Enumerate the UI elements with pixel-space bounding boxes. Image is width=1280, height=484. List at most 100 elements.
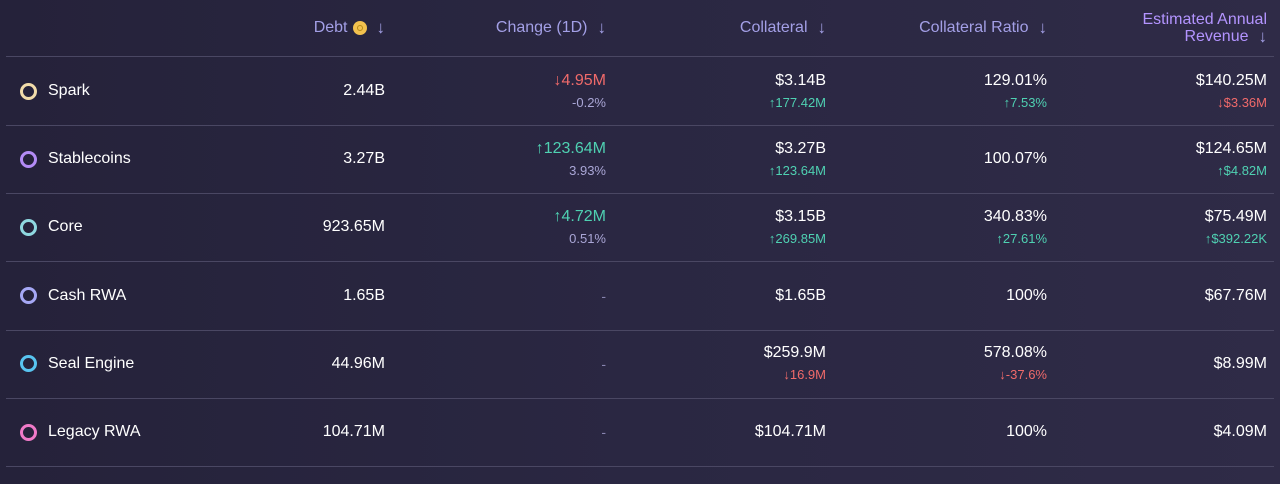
debt-cell: 2.44B <box>343 57 385 125</box>
collateral-value: $104.71M <box>754 423 826 440</box>
table-row[interactable]: Spark 2.44B ↓4.95M -0.2% $3.14B ↑177.42M 129.0… <box>6 57 1274 126</box>
sort-arrow-icon: ↓ <box>1258 27 1268 46</box>
vault-name: Spark <box>48 82 90 99</box>
revenue-value: $124.65M <box>1195 139 1267 157</box>
collateral-cell: $3.27B ↑123.64M <box>769 125 826 193</box>
debt-header-label: Debt <box>313 19 348 36</box>
debt-value: 44.96M <box>331 354 385 372</box>
collateral-value: $1.65B <box>775 286 826 304</box>
collateral-change: ↑123.64M <box>768 162 826 178</box>
debt-value: 923.65M <box>322 218 385 236</box>
sort-debt-header[interactable]: Debt ↓ <box>314 0 385 56</box>
vault-name-cell: Spark <box>20 57 90 125</box>
change-cell: - <box>601 330 606 398</box>
collateral-ratio-value: 129.01% <box>983 71 1047 89</box>
collateral-value: $3.27B <box>775 139 826 157</box>
table-row[interactable]: Seal Engine 44.96M - $259.9M ↓16.9M 578.08% ↓-… <box>6 330 1274 399</box>
change-value: ↑123.64M <box>535 139 606 157</box>
vault-ring-icon <box>20 218 37 236</box>
debt-cell: 44.96M <box>332 330 385 398</box>
revenue-cell: $140.25M ↓$3.36M <box>1196 57 1267 125</box>
vault-name: Cash RWA <box>48 286 127 304</box>
revenue-cell: $75.49M ↑$392.22K <box>1205 193 1267 261</box>
debt-value: 1.65B <box>343 286 385 304</box>
revenue-header-line2: Revenue <box>1184 28 1249 45</box>
collateral-change: ↑269.85M <box>768 230 826 246</box>
revenue-value: $140.25M <box>1195 71 1267 89</box>
revenue-cell: $8.99M <box>1214 330 1267 398</box>
table-row[interactable]: Stablecoins 3.27B ↑123.64M 3.93% $3.27B ↑123.… <box>6 125 1274 195</box>
revenue-change: ↑$392.22K <box>1204 230 1267 246</box>
sort-collateral-header[interactable]: Collateral ↓ <box>740 0 826 56</box>
revenue-value: $67.76M <box>1204 286 1267 304</box>
revenue-change: ↑$4.82M <box>1217 162 1267 178</box>
collateral-ratio-value: 100% <box>1006 286 1047 304</box>
revenue-header-line1: Estimated Annual <box>1142 11 1267 28</box>
collateral-value: $3.14B <box>775 71 826 89</box>
collateral-change: ↑177.42M <box>768 94 826 110</box>
table-row[interactable]: Legacy RWA 104.71M - $104.71M 100% $4.09M <box>6 398 1274 467</box>
change-percent: 0.51% <box>569 230 606 246</box>
table-row[interactable]: Core 923.65M ↑4.72M 0.51% $3.15B ↑269.85M 340.… <box>6 193 1274 263</box>
revenue-change: ↓$3.36M <box>1217 94 1267 110</box>
debt-cell: 104.71M <box>323 398 385 466</box>
vault-name: Stablecoins <box>48 150 131 168</box>
revenue-cell: $4.09M <box>1214 398 1267 466</box>
sort-arrow-icon: ↓ <box>817 18 827 37</box>
collateral-cell: $3.15B ↑269.85M <box>769 193 826 261</box>
collateral-cell: $104.71M <box>755 398 826 466</box>
collateral-ratio-header-label: Collateral Ratio <box>919 19 1029 36</box>
collateral-cell: $1.65B <box>775 262 826 330</box>
debt-cell: 923.65M <box>323 193 385 261</box>
collateral-ratio-change: ↓-37.6% <box>999 367 1047 383</box>
collateral-value: $3.15B <box>775 207 826 225</box>
collateral-ratio-value: 100.07% <box>983 150 1047 168</box>
sort-change-header[interactable]: Change (1D) ↓ <box>496 0 606 56</box>
change-empty: - <box>601 424 606 440</box>
collateral-ratio-change: ↑7.53% <box>1003 94 1047 110</box>
revenue-cell: $124.65M ↑$4.82M <box>1196 125 1267 193</box>
vault-name-cell: Seal Engine <box>20 330 134 398</box>
vault-name-cell: Stablecoins <box>20 125 131 193</box>
debt-value: 2.44B <box>343 82 385 99</box>
change-cell: ↓4.95M -0.2% <box>554 57 606 125</box>
debt-value: 3.27B <box>343 150 385 168</box>
change-percent: -0.2% <box>572 94 606 110</box>
collateral-ratio-change: ↑27.61% <box>996 230 1047 246</box>
change-cell: - <box>601 262 606 330</box>
collateral-ratio-cell: 100.07% <box>984 125 1047 193</box>
sort-revenue-header[interactable]: Estimated Annual Revenue ↓ <box>1142 0 1267 56</box>
vault-ring-icon <box>20 355 37 373</box>
sort-arrow-icon: ↓ <box>376 18 386 37</box>
vault-ring-icon <box>20 82 37 100</box>
vault-name: Legacy RWA <box>48 423 141 440</box>
vault-ring-icon <box>20 150 37 168</box>
collateral-cell: $259.9M ↓16.9M <box>764 330 826 398</box>
change-cell: ↑4.72M 0.51% <box>554 193 606 261</box>
vault-name-cell: Legacy RWA <box>20 398 140 466</box>
debt-value: 104.71M <box>322 423 385 440</box>
sort-collateral-ratio-header[interactable]: Collateral Ratio ↓ <box>919 0 1047 56</box>
revenue-value: $75.49M <box>1204 207 1267 225</box>
collateral-ratio-cell: 578.08% ↓-37.6% <box>984 330 1047 398</box>
table-header: Debt ↓ Change (1D) ↓ Collateral ↓ Collat… <box>6 0 1274 57</box>
collateral-ratio-value: 100% <box>1006 423 1047 440</box>
collateral-change: ↓16.9M <box>783 367 826 383</box>
change-percent: 3.93% <box>569 162 606 178</box>
table-row[interactable]: Cash RWA 1.65B - $1.65B 100% $67.76M <box>6 262 1274 331</box>
change-empty: - <box>601 287 606 304</box>
vault-ring-icon <box>20 423 37 441</box>
sort-arrow-icon: ↓ <box>597 18 607 37</box>
change-cell: ↑123.64M 3.93% <box>536 125 606 193</box>
change-header-label: Change (1D) <box>495 19 588 36</box>
vault-name-cell: Cash RWA <box>20 262 126 330</box>
collateral-ratio-value: 340.83% <box>983 207 1047 225</box>
revenue-cell: $67.76M <box>1205 262 1267 330</box>
vault-name: Core <box>48 218 83 236</box>
vault-ring-icon <box>20 287 37 305</box>
collateral-header-label: Collateral <box>739 19 808 36</box>
vault-name: Seal Engine <box>48 354 135 372</box>
collateral-ratio-cell: 100% <box>1006 398 1047 466</box>
collateral-value: $259.9M <box>763 344 826 362</box>
change-empty: - <box>601 355 606 372</box>
